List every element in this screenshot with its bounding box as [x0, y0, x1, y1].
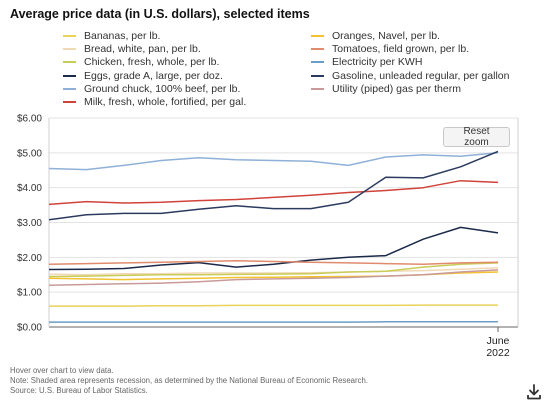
legend-item[interactable]: Milk, fresh, whole, fortified, per gal.	[63, 95, 246, 109]
legend-item[interactable]: Oranges, Navel, per lb.	[311, 29, 440, 43]
legend-item[interactable]: Tomatoes, field grown, per lb.	[311, 42, 469, 56]
legend-item[interactable]: Gasoline, unleaded regular, per gallon	[311, 69, 509, 83]
y-axis: $0.00 $1.00 $2.00 $3.00 $4.00 $5.00 $6.00	[17, 114, 42, 334]
grid	[49, 117, 518, 328]
series-line[interactable]	[48, 152, 499, 171]
legend-label: Bananas, per lb.	[84, 30, 161, 42]
legend-swatch	[311, 87, 324, 90]
y-tick-label: $3.00	[17, 218, 42, 229]
legend: Bananas, per lb. Bread, white, pan, per l…	[0, 0, 549, 110]
legend-swatch	[311, 48, 324, 51]
series-line[interactable]	[48, 150, 499, 221]
legend-label: Gasoline, unleaded regular, per gallon	[332, 69, 510, 82]
legend-item[interactable]: Eggs, grade A, large, per doz.	[63, 69, 223, 83]
y-tick-label: $6.00	[17, 114, 42, 125]
legend-label: Milk, fresh, whole, fortified, per gal.	[84, 96, 247, 108]
series-line[interactable]	[48, 267, 499, 276]
legend-swatch	[311, 35, 324, 37]
legend-item[interactable]: Ground chuck, 100% beef, per lb.	[63, 82, 240, 96]
series-line[interactable]	[48, 179, 499, 206]
legend-swatch	[63, 48, 76, 51]
legend-label: Oranges, Navel, per lb.	[332, 30, 440, 42]
legend-label: Tomatoes, field grown, per lb.	[332, 43, 470, 56]
series-line[interactable]	[49, 304, 498, 307]
legend-swatch	[63, 61, 76, 64]
legend-item[interactable]: Chicken, fresh, whole, per lb.	[63, 55, 219, 69]
legend-item[interactable]: Electricity per KWH	[311, 55, 422, 69]
legend-label: Chicken, fresh, whole, per lb.	[84, 56, 220, 69]
legend-swatch	[63, 74, 76, 77]
legend-swatch	[63, 87, 76, 90]
download-icon[interactable]	[526, 384, 542, 400]
legend-swatch	[311, 74, 324, 77]
reset-zoom-button[interactable]: Reset zoom	[443, 126, 510, 148]
y-tick-label: $2.00	[17, 253, 42, 264]
y-tick-label: $0.00	[17, 323, 42, 334]
legend-swatch	[63, 101, 76, 103]
series-line[interactable]	[48, 226, 499, 271]
series-line[interactable]	[48, 269, 499, 286]
y-tick-label: $4.00	[17, 183, 42, 194]
legend-label: Ground chuck, 100% beef, per lb.	[84, 82, 241, 95]
legend-item[interactable]: Bananas, per lb.	[63, 29, 160, 43]
note-source: Source: U.S. Bureau of Labor Statistics.	[10, 386, 148, 395]
chart-title: Average price data (in U.S. dollars), se…	[10, 7, 310, 21]
note-hover: Hover over chart to view data.	[10, 366, 114, 375]
legend-label: Electricity per KWH	[332, 56, 423, 69]
series-lines	[48, 150, 499, 323]
y-tick-label: $5.00	[17, 148, 42, 159]
series-line[interactable]	[48, 262, 499, 278]
note-recession: Note: Shaded area represents recession, …	[10, 376, 368, 385]
legend-label: Eggs, grade A, large, per doz.	[84, 69, 223, 82]
series-line[interactable]	[48, 260, 499, 266]
legend-label: Bread, white, pan, per lb.	[84, 43, 201, 56]
legend-swatch	[63, 35, 76, 37]
x-tick-label: June	[487, 335, 510, 347]
chart-notes: Hover over chart to view data. Note: Sha…	[10, 366, 368, 396]
legend-label: Utility (piped) gas per therm	[332, 82, 461, 95]
x-tick-label: 2022	[486, 347, 510, 359]
legend-item[interactable]: Utility (piped) gas per therm	[311, 82, 461, 96]
legend-swatch	[311, 61, 324, 64]
legend-item[interactable]: Bread, white, pan, per lb.	[63, 42, 201, 56]
y-tick-label: $1.00	[17, 288, 42, 299]
